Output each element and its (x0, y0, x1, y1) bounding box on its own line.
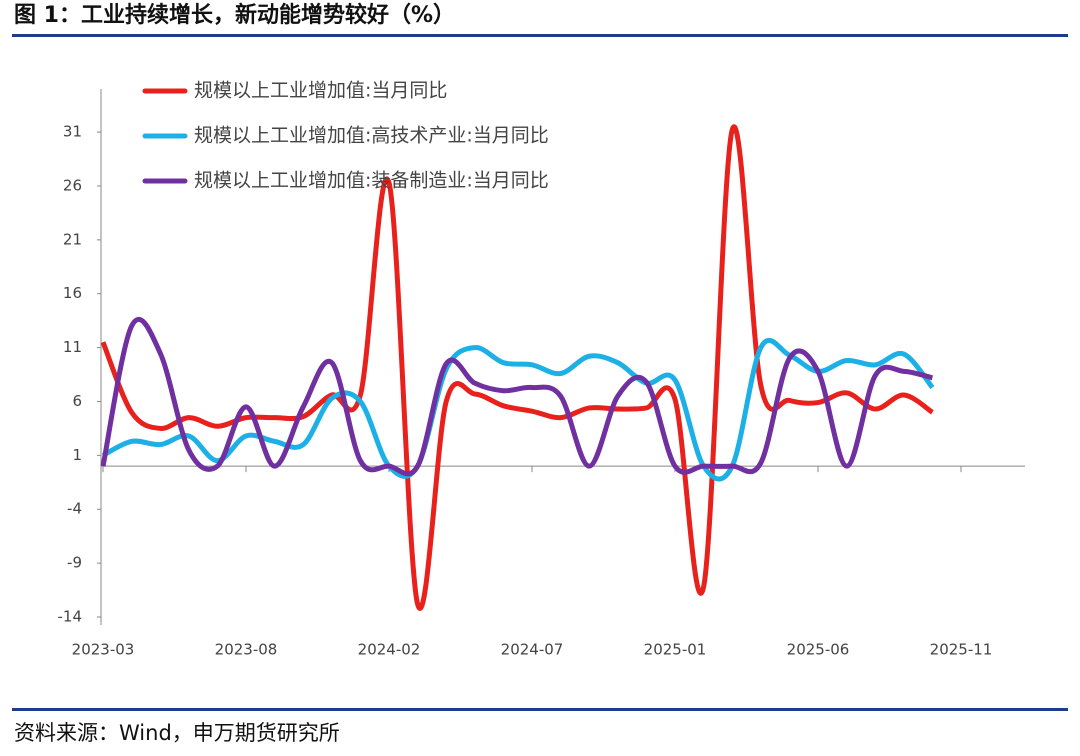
y-tick-label: 21 (63, 230, 82, 248)
series-line (100, 124, 934, 611)
x-tick-label: 2023-03 (72, 641, 135, 659)
y-tick-label: 31 (63, 123, 82, 141)
legend-label: 规模以上工业增加值:装备制造业:当月同比 (194, 170, 549, 192)
y-tick-label: 16 (63, 284, 82, 302)
y-tick-label: 1 (72, 446, 82, 464)
x-tick-label: 2025-11 (930, 641, 993, 659)
x-tick-label: 2025-01 (644, 641, 707, 659)
source-rule (12, 708, 1068, 711)
y-tick-label: 26 (63, 176, 82, 194)
legend-label: 规模以上工业增加值:当月同比 (194, 80, 447, 102)
chart-title: 图 1：工业持续增长，新动能增势较好（%） (14, 2, 455, 28)
source-note: 资料来源：Wind，申万期货研究所 (14, 721, 340, 745)
y-tick-label: -4 (67, 500, 82, 518)
x-tick-label: 2023-08 (215, 641, 278, 659)
legend-label: 规模以上工业增加值:高技术产业:当月同比 (194, 125, 549, 147)
title-rule (12, 34, 1068, 37)
x-tick-label: 2024-02 (358, 641, 421, 659)
x-tick-label: 2024-07 (501, 641, 564, 659)
y-tick-label: -14 (58, 608, 83, 626)
series-line (100, 316, 934, 477)
y-tick-label: -9 (67, 554, 82, 572)
y-tick-label: 11 (63, 338, 82, 356)
x-tick-label: 2025-06 (787, 641, 850, 659)
y-tick-label: 6 (72, 392, 82, 410)
